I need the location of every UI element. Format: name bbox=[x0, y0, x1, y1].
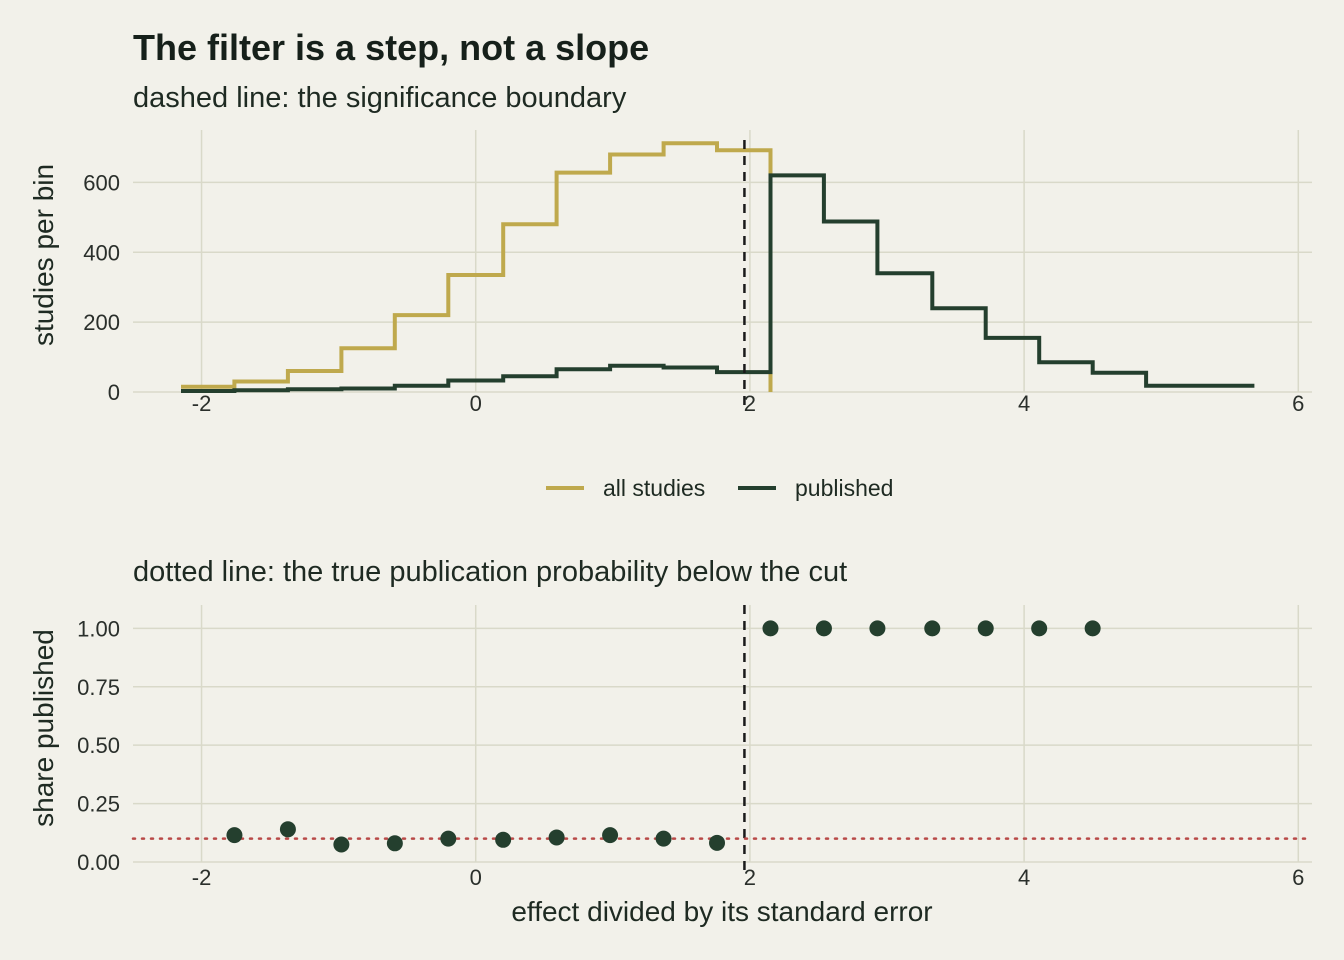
bottom-y-tick-label: 1.00 bbox=[77, 616, 120, 641]
share-point bbox=[1031, 620, 1048, 637]
share-point bbox=[386, 835, 403, 852]
top-x-tick-label: 0 bbox=[470, 391, 482, 416]
share-point bbox=[279, 821, 296, 838]
legend-label-all-studies: all studies bbox=[603, 475, 705, 501]
share-point bbox=[226, 827, 243, 844]
bottom-x-tick-label: 6 bbox=[1292, 865, 1304, 890]
bottom-y-tick-label: 0.00 bbox=[77, 850, 120, 875]
x-axis-title: effect divided by its standard error bbox=[511, 896, 932, 927]
bottom-x-tick-label: 4 bbox=[1018, 865, 1030, 890]
bottom-panel: 0.00 0.25 0.50 0.75 1.00 -2 0 2 4 6 bbox=[77, 605, 1314, 890]
top-y-axis-title: studies per bin bbox=[28, 164, 59, 346]
bottom-reference-lines bbox=[131, 605, 1314, 877]
top-y-tick-label: 600 bbox=[83, 170, 120, 195]
top-panel-subtitle: dashed line: the significance boundary bbox=[133, 82, 627, 114]
share-point bbox=[924, 620, 941, 637]
top-x-tick-label: 6 bbox=[1292, 391, 1304, 416]
top-y-tick-label: 200 bbox=[83, 310, 120, 335]
share-point bbox=[869, 620, 886, 637]
series-line-published bbox=[181, 173, 1255, 393]
top-tick-labels: 0 200 400 600 -2 0 2 4 6 bbox=[83, 170, 1304, 416]
share-point bbox=[495, 831, 512, 848]
share-point bbox=[977, 620, 994, 637]
series-line-all-studies bbox=[181, 141, 773, 392]
bottom-panel-subtitle: dotted line: the true publication probab… bbox=[133, 556, 847, 588]
share-point bbox=[815, 620, 832, 637]
legend: all studies published bbox=[546, 475, 893, 501]
bottom-tick-labels: 0.00 0.25 0.50 0.75 1.00 -2 0 2 4 6 bbox=[77, 616, 1304, 890]
chart-title: The filter is a step, not a slope bbox=[133, 27, 649, 68]
bottom-gridlines bbox=[133, 605, 1312, 863]
bottom-y-tick-label: 0.50 bbox=[77, 733, 120, 758]
share-point bbox=[762, 620, 779, 637]
legend-label-published: published bbox=[795, 475, 893, 501]
share-point bbox=[440, 830, 457, 847]
share-point bbox=[709, 834, 726, 851]
bottom-x-tick-label: 0 bbox=[470, 865, 482, 890]
top-x-tick-label: -2 bbox=[192, 391, 212, 416]
bottom-x-tick-label: -2 bbox=[192, 865, 212, 890]
top-y-tick-label: 400 bbox=[83, 240, 120, 265]
share-point bbox=[602, 827, 619, 844]
bottom-y-tick-label: 0.25 bbox=[77, 792, 120, 817]
bottom-y-axis-title: share published bbox=[28, 629, 59, 827]
share-point bbox=[548, 829, 565, 846]
bottom-y-tick-label: 0.75 bbox=[77, 675, 120, 700]
share-point bbox=[333, 836, 350, 853]
top-y-tick-label: 0 bbox=[108, 380, 120, 405]
top-x-tick-label: 4 bbox=[1018, 391, 1030, 416]
share-point bbox=[655, 830, 672, 847]
top-gridlines bbox=[133, 130, 1312, 393]
bottom-x-tick-label: 2 bbox=[744, 865, 756, 890]
top-x-tick-label: 2 bbox=[744, 391, 756, 416]
top-series-lines bbox=[181, 141, 1255, 393]
top-panel: 0 200 400 600 -2 0 2 4 6 bbox=[83, 130, 1312, 416]
bottom-points bbox=[226, 620, 1101, 853]
share-point bbox=[1084, 620, 1101, 637]
